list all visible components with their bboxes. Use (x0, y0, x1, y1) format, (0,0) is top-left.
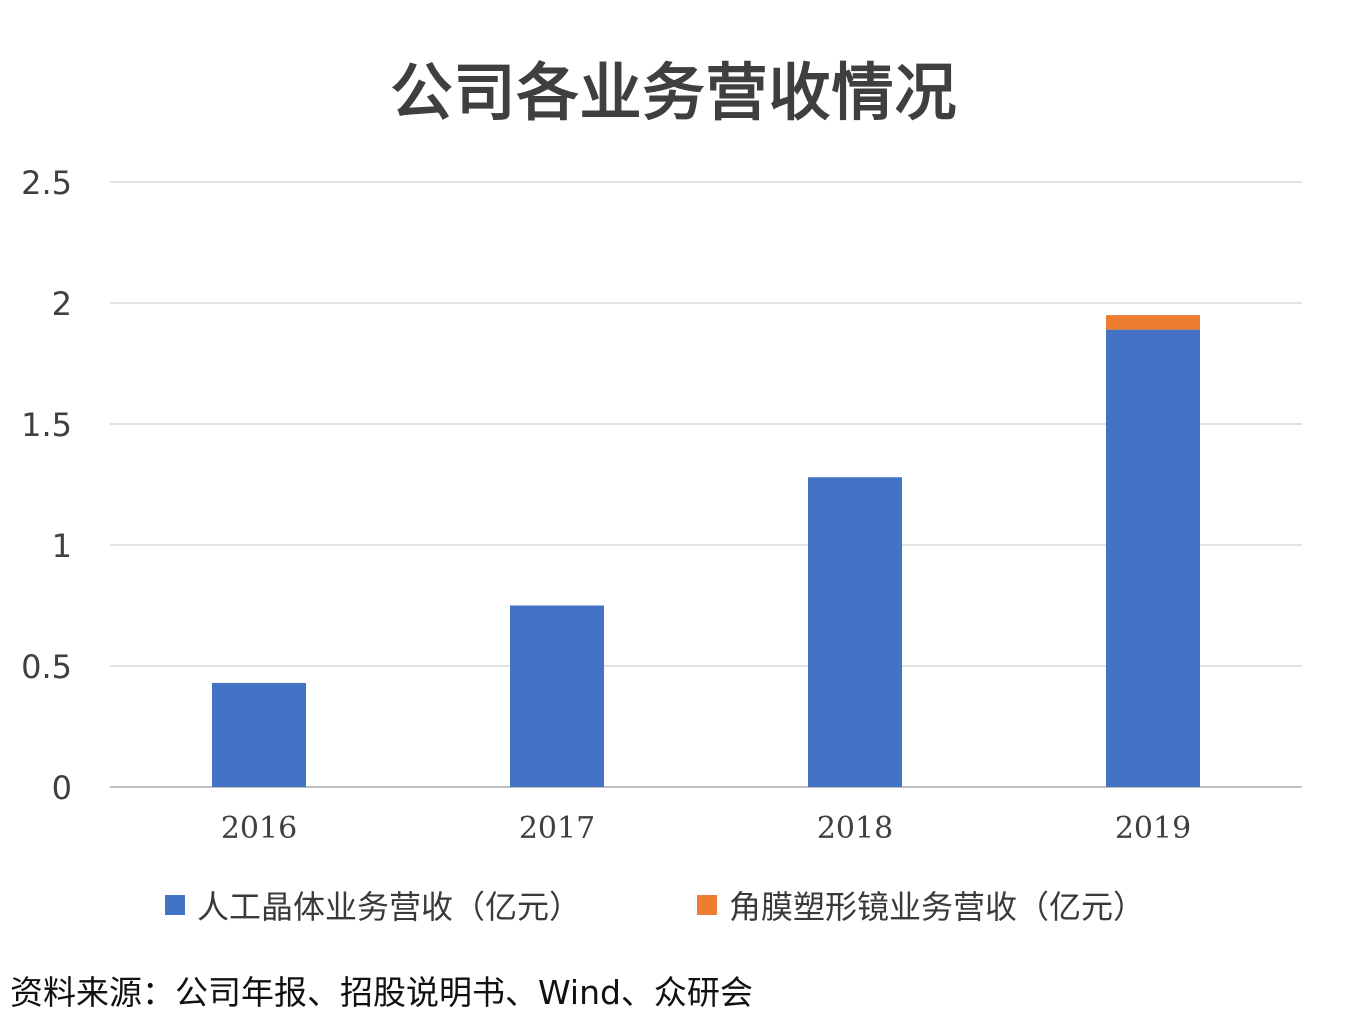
bar-2018-series-0 (808, 477, 902, 787)
y-axis-ticks: 0 0.5 1 1.5 2 2.5 (21, 164, 72, 807)
bar-2016-series-0 (212, 682, 306, 787)
x-axis-ticks: 2016 2017 2018 2019 (221, 811, 1191, 846)
legend-label-intraocular-lens: 人工晶体业务营收（亿元） (197, 888, 582, 926)
x-tick-label: 2017 (519, 811, 595, 846)
x-tick-label: 2018 (817, 811, 893, 846)
chart-title: 公司各业务营收情况 (390, 56, 958, 129)
y-tick-label: 1 (52, 527, 72, 565)
y-tick-label: 2 (52, 285, 72, 323)
y-tick-label: 1.5 (21, 406, 72, 444)
bar-2017-series-0 (510, 605, 604, 787)
bars (212, 315, 1200, 787)
y-tick-label: 0 (52, 769, 72, 807)
source-note: 资料来源：公司年报、招股说明书、Wind、众研会 (10, 973, 753, 1012)
bar-chart: 0 0.5 1 1.5 2 2.5 2016 2017 2018 2019 (21, 164, 1302, 846)
legend-item-ortho-k-lens: 角膜塑形镜业务营收（亿元） (697, 880, 1145, 930)
legend-swatch-intraocular-lens (165, 895, 185, 915)
bar-2019-series-0 (1106, 329, 1200, 787)
x-tick-label: 2016 (221, 811, 297, 846)
y-tick-label: 2.5 (21, 164, 72, 202)
bar-2019-series-1 (1106, 315, 1200, 330)
grid-lines (110, 181, 1302, 788)
y-tick-label: 0.5 (21, 648, 72, 686)
x-tick-label: 2019 (1115, 811, 1191, 846)
legend-label-ortho-k-lens: 角膜塑形镜业务营收（亿元） (729, 888, 1146, 926)
legend-item-intraocular-lens: 人工晶体业务营收（亿元） (165, 880, 581, 930)
legend: 人工晶体业务营收（亿元） 角膜塑形镜业务营收（亿元） (0, 880, 1348, 930)
legend-swatch-ortho-k-lens (697, 895, 717, 915)
